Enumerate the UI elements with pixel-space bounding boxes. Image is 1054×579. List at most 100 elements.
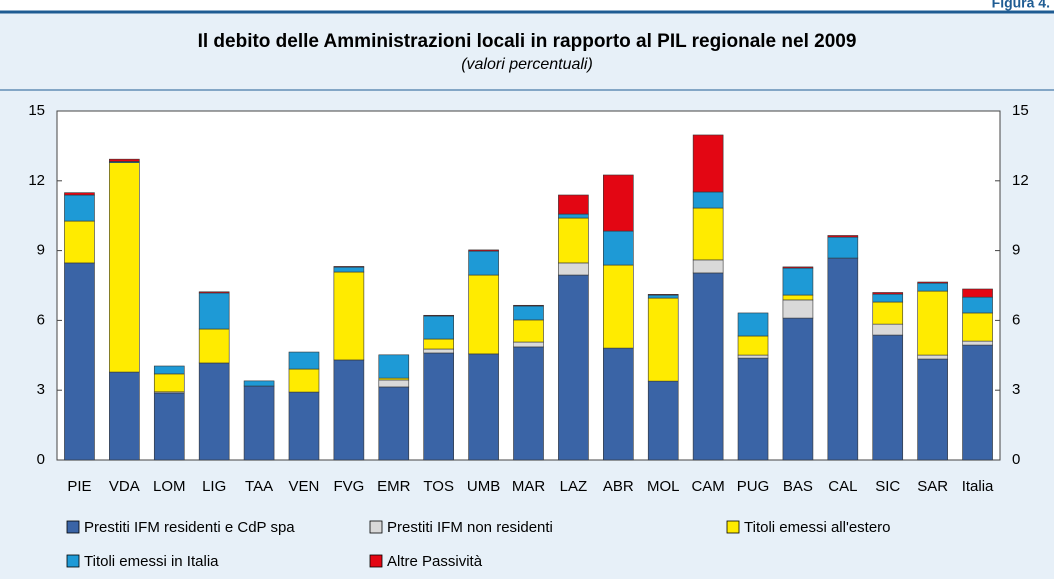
x-tick-label: PUG: [737, 478, 770, 495]
legend-label: Altre Passività: [387, 553, 483, 570]
bar-segment: [288, 368, 320, 393]
x-tick-label: FVG: [333, 478, 364, 495]
bar-segment: [872, 301, 904, 325]
bar-segment: [333, 266, 365, 268]
x-tick-label: ABR: [603, 478, 634, 495]
bar-segment: [378, 379, 410, 388]
bar-segment: [737, 312, 769, 337]
bar-segment: [468, 250, 499, 276]
x-tick-label: EMR: [377, 478, 411, 495]
y2-tick-label: 12: [1012, 172, 1029, 189]
x-tick-label: TAA: [245, 478, 273, 495]
x-tick-label: LAZ: [560, 478, 588, 495]
bar-segment: [64, 220, 95, 264]
y-tick-label: 3: [37, 381, 45, 398]
bar-segment: [692, 259, 724, 274]
bar-segment: [917, 281, 948, 284]
bar-segment: [827, 235, 859, 238]
bar-segment: [288, 351, 320, 370]
y-tick-label: 0: [37, 451, 45, 468]
bar-segment: [109, 371, 140, 461]
bar-segment: [782, 294, 814, 301]
bar-segment: [692, 191, 724, 209]
legend-label: Prestiti IFM non residenti: [387, 519, 553, 536]
bar-segment: [827, 236, 859, 259]
bar-segment: [647, 294, 679, 296]
bar-segment: [558, 194, 589, 215]
bar-segment: [423, 315, 454, 340]
bar-segment: [378, 386, 410, 461]
bar-segment: [737, 357, 769, 461]
bar-segment: [423, 314, 454, 317]
bar-segment: [198, 291, 230, 294]
bar-segment: [872, 293, 904, 303]
bar-segment: [782, 299, 814, 319]
figure-label: Figura 4.: [992, 0, 1050, 11]
bar-segment: [603, 347, 634, 461]
bar-segment: [198, 362, 230, 461]
bar-segment: [962, 312, 993, 342]
bar-segment: [153, 392, 185, 461]
y2-tick-label: 6: [1012, 311, 1020, 328]
legend-swatch: [66, 554, 80, 568]
x-tick-label: CAL: [828, 478, 857, 495]
x-tick-label: VEN: [289, 478, 320, 495]
y2-tick-label: 15: [1012, 102, 1029, 119]
bar-segment: [288, 391, 320, 461]
legend-swatch: [66, 520, 80, 534]
bar-segment: [243, 385, 275, 461]
bar-segment: [917, 354, 948, 360]
bar-segment: [872, 334, 904, 461]
bar-segment: [647, 297, 679, 382]
bar-segment: [603, 174, 634, 232]
bar-segment: [198, 328, 230, 364]
y2-tick-label: 3: [1012, 381, 1020, 398]
bar-segment: [153, 365, 185, 375]
x-tick-label: TOS: [423, 478, 454, 495]
x-tick-label: MOL: [647, 478, 680, 495]
bar-segment: [647, 380, 679, 461]
bar-segment: [962, 288, 993, 298]
bar-segment: [423, 352, 454, 461]
y-tick-label: 6: [37, 311, 45, 328]
bar-segment: [692, 272, 724, 461]
bar-segment: [423, 338, 454, 350]
y-tick-label: 9: [37, 242, 45, 259]
y-tick-label: 12: [28, 172, 45, 189]
bar-segment: [558, 262, 589, 276]
bar-segment: [64, 262, 95, 461]
bar-segment: [872, 292, 904, 295]
bar-segment: [333, 266, 365, 273]
bar-segment: [423, 348, 454, 354]
x-tick-label: LIG: [202, 478, 226, 495]
bar-segment: [513, 305, 544, 321]
bar-segment: [917, 282, 948, 292]
bar-segment: [737, 354, 769, 359]
bar-segment: [333, 271, 365, 361]
x-tick-label: SAR: [917, 478, 948, 495]
x-tick-label: MAR: [512, 478, 546, 495]
bar-segment: [737, 335, 769, 356]
bar-segment: [962, 296, 993, 314]
bar-segment: [782, 317, 814, 461]
bar-segment: [962, 340, 993, 346]
bar-segment: [603, 264, 634, 349]
bar-segment: [872, 323, 904, 336]
bar-segment: [917, 290, 948, 356]
x-tick-label: LOM: [153, 478, 186, 495]
bar-segment: [109, 158, 140, 162]
y2-tick-label: 9: [1012, 242, 1020, 259]
bar-segment: [513, 346, 544, 461]
legend-swatch: [726, 520, 740, 534]
bar-segment: [64, 194, 95, 222]
legend-swatch: [369, 554, 383, 568]
x-tick-label: PIE: [67, 478, 91, 495]
legend-label: Titoli emessi all'estero: [744, 519, 891, 536]
bar-segment: [603, 230, 634, 266]
bar-segment: [558, 217, 589, 264]
bar-segment: [827, 257, 859, 461]
x-tick-label: VDA: [109, 478, 140, 495]
bar-segment: [333, 359, 365, 461]
bar-segment: [198, 292, 230, 330]
